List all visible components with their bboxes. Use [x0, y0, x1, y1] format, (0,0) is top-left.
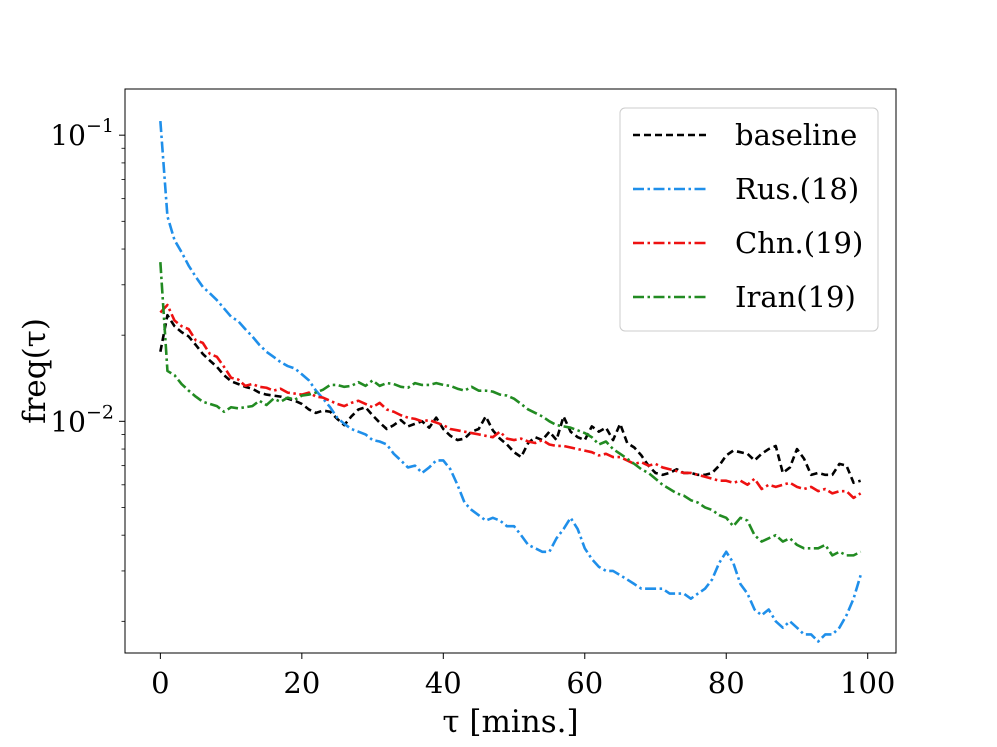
y-tick-base: 10	[50, 119, 86, 152]
legend-label: baseline	[735, 118, 857, 152]
y-axis-label: freq(τ)	[17, 318, 53, 424]
series-line-0	[159, 313, 861, 485]
x-tick-label: 60	[566, 666, 603, 700]
y-tick-exponent: −1	[86, 115, 114, 137]
x-tick-label: 100	[840, 666, 895, 700]
x-tick-label: 80	[708, 666, 745, 700]
y-tick-base: 10	[50, 405, 86, 438]
y-axis: 10−110−2	[50, 115, 125, 622]
legend-label: Iran(19)	[735, 280, 856, 314]
x-axis: 0 20 40 60 80 100	[151, 653, 895, 700]
series-line-2	[159, 303, 862, 500]
y-tick-exponent: −2	[86, 401, 114, 423]
legend-label: Rus.(18)	[735, 172, 859, 206]
x-tick-label: 0	[151, 666, 169, 700]
x-tick-label: 20	[283, 666, 320, 700]
y-tick-label: 10−2	[50, 401, 114, 438]
y-tick-label: 10−1	[50, 115, 114, 152]
series-line-1	[159, 120, 862, 643]
x-tick-label: 40	[425, 666, 462, 700]
legend-box	[619, 107, 879, 332]
series-line-3	[159, 262, 862, 557]
plot-frame	[124, 88, 897, 654]
series-layer	[159, 120, 862, 643]
legend-label: Chn.(19)	[735, 226, 863, 260]
legend: baseline Rus.(18) Chn.(19) Iran(19)	[619, 107, 879, 332]
x-axis-label: τ [mins.]	[442, 704, 578, 740]
